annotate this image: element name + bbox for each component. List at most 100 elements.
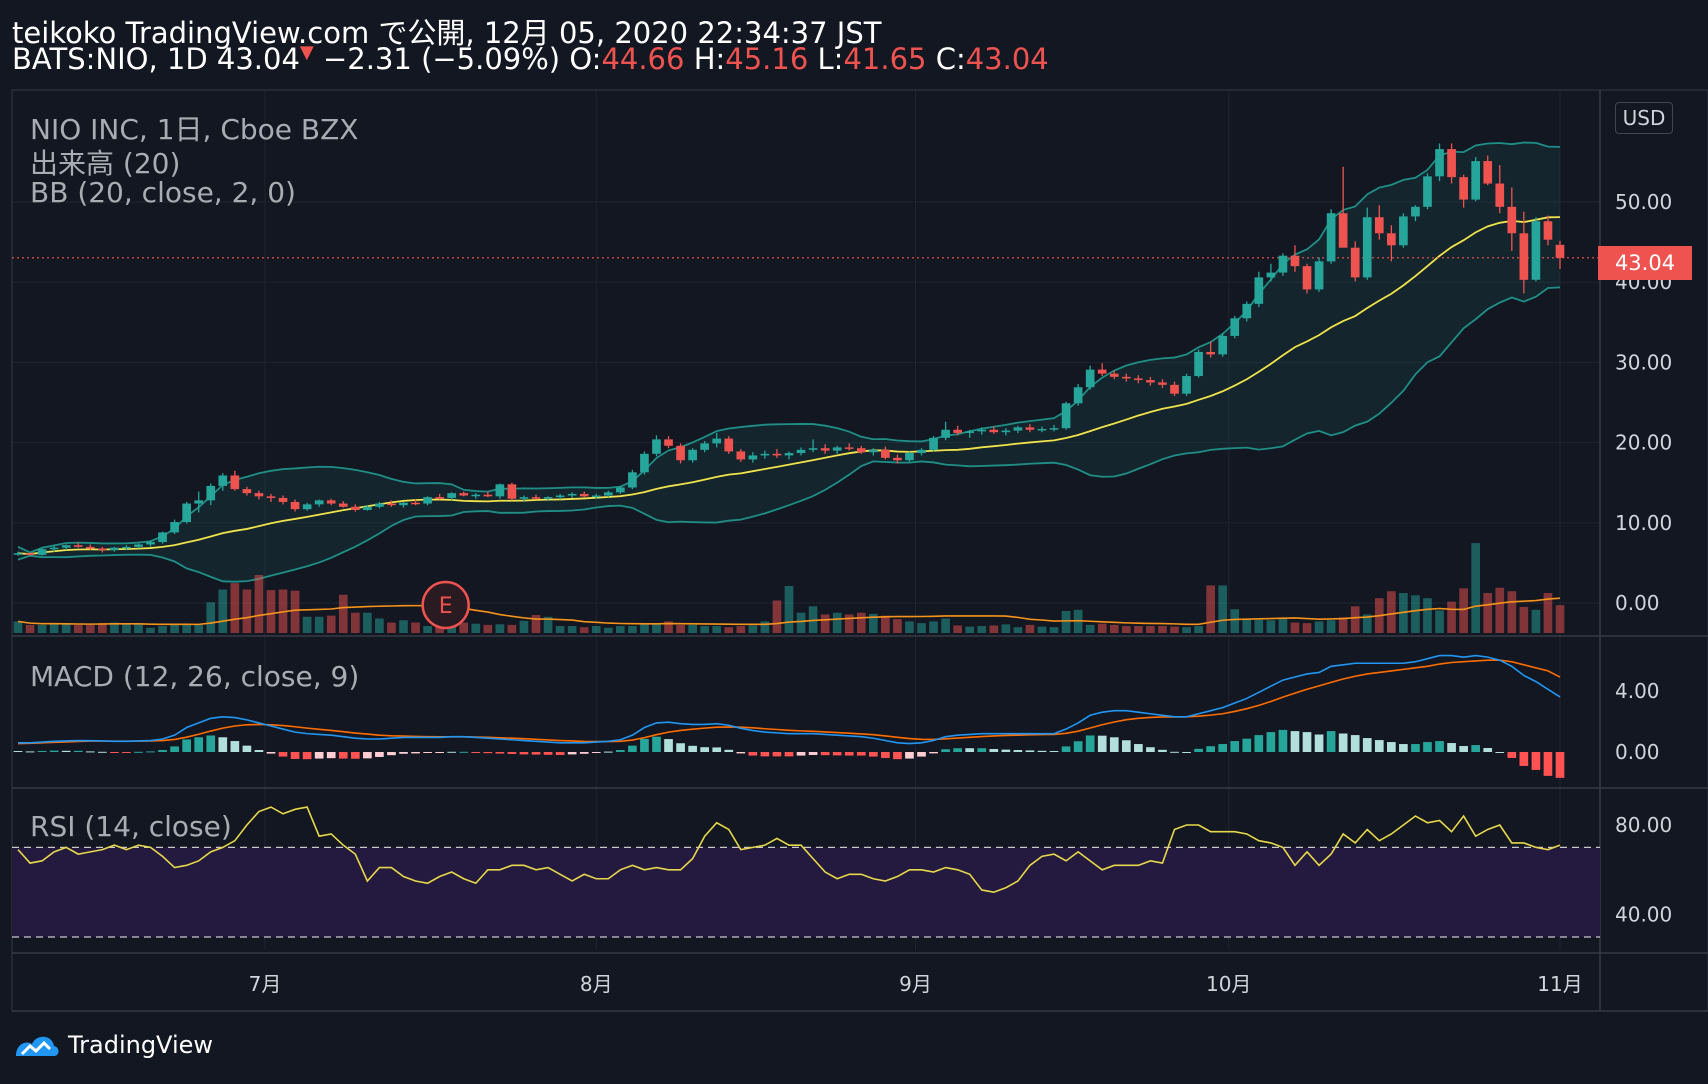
price-tick-label: 30.00 (1615, 350, 1672, 374)
candle-body (603, 492, 613, 496)
volume-bar (399, 620, 408, 633)
down-arrow-icon: ▼ (299, 42, 314, 63)
bb-fill (18, 142, 1560, 582)
macd-histogram-bar (616, 750, 625, 752)
candle-body (1266, 272, 1276, 278)
macd-histogram-bar (977, 748, 987, 752)
time-tick-label: 8月 (580, 972, 613, 996)
volume-bar (929, 621, 938, 633)
volume-bar (218, 589, 228, 633)
price-tick-label: 50.00 (1615, 190, 1672, 214)
bollinger-bands (12, 141, 1600, 583)
macd-histogram-bar (1013, 750, 1023, 752)
volume-bar (495, 624, 505, 633)
candle-body (350, 506, 360, 510)
candle-body (820, 448, 830, 451)
candle-body (1362, 217, 1372, 278)
macd-histogram-bar (1350, 735, 1360, 752)
candle-body (242, 489, 252, 494)
candle-body (435, 497, 444, 499)
last-price-tag: 43.04 (1598, 246, 1692, 280)
macd-histogram-bar (1278, 729, 1288, 752)
macd-histogram-bar (1254, 735, 1264, 752)
candle-body (881, 449, 890, 458)
open-value: 44.66 (601, 42, 685, 76)
volume-bar (543, 616, 553, 633)
macd-histogram-bar (1519, 752, 1529, 766)
volume-bar (628, 626, 637, 633)
candle-body (1531, 221, 1541, 280)
candle-body (423, 497, 432, 504)
candle-body (868, 449, 878, 453)
macd-tick-label: 0.00 (1615, 740, 1660, 764)
macd-histogram-bar (1302, 732, 1312, 752)
volume-bar (712, 626, 722, 633)
macd-histogram-bar (1399, 744, 1408, 752)
macd-histogram-bar (736, 752, 746, 754)
volume-bar (25, 624, 35, 633)
brand-logo[interactable]: TradingView (12, 1030, 213, 1060)
candle-body (194, 500, 204, 504)
candle-body (640, 453, 649, 473)
volume-bar (134, 624, 143, 633)
volume-bar (266, 590, 276, 633)
candle-body (146, 542, 155, 545)
volume-bar (1302, 623, 1312, 633)
candle-body (302, 504, 312, 510)
volume-bar (170, 624, 179, 633)
volume-bar (579, 627, 589, 633)
macd-histogram-bar (326, 752, 336, 759)
candle-body (1338, 213, 1348, 248)
macd-histogram-bar (965, 748, 975, 752)
candle-body (338, 503, 348, 507)
candle-body (1423, 176, 1432, 207)
macd-histogram-bar (387, 752, 396, 756)
volume-bar (1447, 601, 1456, 633)
macd-histogram-bar (844, 752, 854, 756)
earnings-markers: EE (421, 580, 470, 630)
candlesticks (13, 143, 1565, 556)
macd-histogram-bar (628, 745, 637, 752)
brand-name: TradingView (68, 1031, 214, 1059)
volume-bar (1483, 592, 1493, 633)
candle-body (784, 453, 794, 456)
macd-histogram-bar (1206, 746, 1215, 752)
main-legend: NIO INC, 1日, Cboe BZX (30, 113, 359, 146)
candle-body (1387, 233, 1396, 246)
candle-body (531, 497, 541, 499)
candle-body (483, 494, 493, 497)
candle-body (1483, 161, 1493, 184)
candle-body (736, 451, 746, 460)
volume-bar (1206, 585, 1215, 633)
volume-bar (736, 626, 746, 633)
macd-histogram-bar (363, 752, 372, 759)
candle-body (1278, 255, 1288, 273)
macd-histogram-bar (1338, 733, 1348, 752)
macd-histogram-bar (808, 752, 818, 755)
macd-histogram-bar (1555, 752, 1565, 778)
macd-histogram-bar (1423, 742, 1432, 752)
volume-bar (856, 612, 866, 633)
candle-body (1085, 369, 1095, 388)
macd-histogram-bar (1025, 750, 1035, 752)
candle-body (941, 429, 950, 438)
volume-ma-line (17, 597, 1561, 626)
candle-body (170, 521, 179, 533)
macd-histogram-bar (134, 751, 143, 753)
macd-line (18, 654, 1561, 745)
volume-bar (1182, 627, 1191, 633)
volume-bar (302, 616, 312, 633)
macd-histogram-bar (411, 752, 420, 754)
candle-body (700, 443, 710, 450)
currency-button[interactable]: USD (1615, 102, 1673, 134)
volume-bar (1037, 626, 1047, 633)
volume-ma (17, 597, 1561, 626)
macd-histogram-bar (917, 752, 926, 757)
macd-histogram-bar (832, 752, 842, 756)
volume-bar (1158, 626, 1167, 633)
volume-bar (314, 616, 324, 633)
volume-bar (1109, 624, 1119, 633)
volume-bar (1459, 588, 1468, 633)
macd-histogram-bar (495, 752, 505, 754)
